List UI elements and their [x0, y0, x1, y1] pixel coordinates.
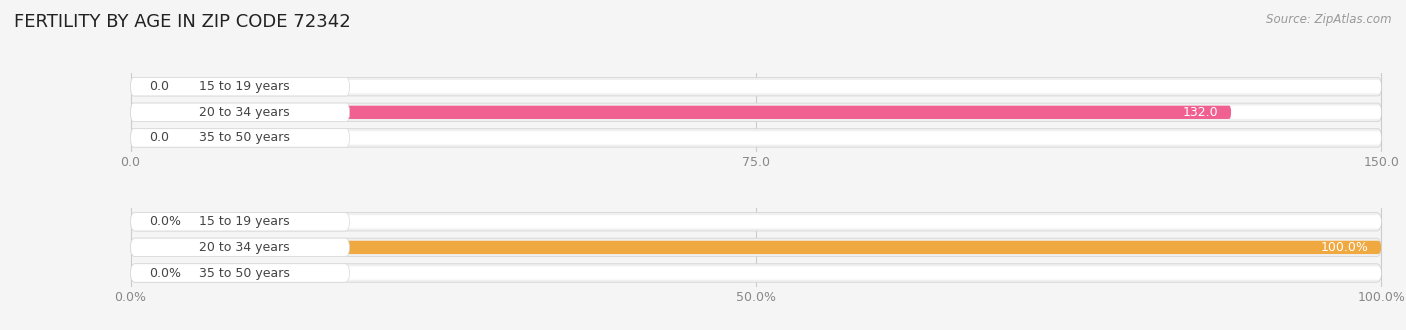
FancyBboxPatch shape — [131, 264, 350, 282]
FancyBboxPatch shape — [131, 80, 1381, 93]
FancyBboxPatch shape — [131, 129, 1381, 147]
Text: 15 to 19 years: 15 to 19 years — [200, 215, 290, 228]
FancyBboxPatch shape — [131, 78, 1381, 96]
FancyBboxPatch shape — [131, 106, 1381, 119]
FancyBboxPatch shape — [131, 238, 1381, 257]
FancyBboxPatch shape — [131, 131, 139, 145]
Text: 35 to 50 years: 35 to 50 years — [200, 131, 290, 145]
Text: FERTILITY BY AGE IN ZIP CODE 72342: FERTILITY BY AGE IN ZIP CODE 72342 — [14, 13, 352, 31]
Text: 20 to 34 years: 20 to 34 years — [200, 241, 290, 254]
Text: 15 to 19 years: 15 to 19 years — [200, 80, 290, 93]
FancyBboxPatch shape — [131, 80, 139, 93]
FancyBboxPatch shape — [131, 215, 1381, 228]
FancyBboxPatch shape — [131, 213, 1381, 231]
FancyBboxPatch shape — [131, 103, 350, 121]
FancyBboxPatch shape — [131, 241, 1381, 254]
Text: 20 to 34 years: 20 to 34 years — [200, 106, 290, 119]
FancyBboxPatch shape — [131, 106, 1232, 119]
Text: 100.0%: 100.0% — [1320, 241, 1368, 254]
Text: 0.0%: 0.0% — [149, 267, 181, 280]
FancyBboxPatch shape — [131, 215, 143, 228]
FancyBboxPatch shape — [131, 129, 350, 147]
Text: 132.0: 132.0 — [1182, 106, 1219, 119]
FancyBboxPatch shape — [131, 213, 350, 231]
FancyBboxPatch shape — [131, 264, 1381, 282]
FancyBboxPatch shape — [131, 131, 1381, 145]
FancyBboxPatch shape — [131, 266, 143, 280]
FancyBboxPatch shape — [131, 238, 350, 257]
FancyBboxPatch shape — [131, 266, 1381, 280]
Text: Source: ZipAtlas.com: Source: ZipAtlas.com — [1267, 13, 1392, 26]
Text: 0.0: 0.0 — [149, 131, 169, 145]
FancyBboxPatch shape — [131, 241, 1381, 254]
Text: 0.0: 0.0 — [149, 80, 169, 93]
FancyBboxPatch shape — [131, 103, 1381, 121]
Text: 0.0%: 0.0% — [149, 215, 181, 228]
FancyBboxPatch shape — [131, 78, 350, 96]
Text: 35 to 50 years: 35 to 50 years — [200, 267, 290, 280]
